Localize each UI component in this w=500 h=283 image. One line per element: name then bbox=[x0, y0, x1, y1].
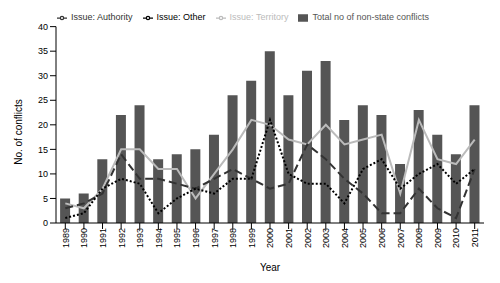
svg-text:30: 30 bbox=[38, 71, 48, 81]
svg-text:10: 10 bbox=[38, 169, 48, 179]
svg-text:1998: 1998 bbox=[228, 228, 238, 248]
svg-text:No. of conflicts: No. of conflicts bbox=[13, 99, 24, 165]
svg-text:40: 40 bbox=[38, 22, 48, 32]
svg-text:2008: 2008 bbox=[414, 228, 424, 248]
svg-text:1989: 1989 bbox=[61, 228, 71, 248]
svg-text:1996: 1996 bbox=[191, 228, 201, 248]
svg-text:2002: 2002 bbox=[303, 228, 313, 248]
svg-text:1993: 1993 bbox=[135, 228, 145, 248]
svg-text:1994: 1994 bbox=[154, 228, 164, 248]
svg-text:2009: 2009 bbox=[433, 228, 443, 248]
svg-text:15: 15 bbox=[38, 145, 48, 155]
html-text:Issue: Territory: Issue: Territory bbox=[229, 12, 289, 22]
svg-text:2003: 2003 bbox=[321, 228, 331, 248]
svg-text:1991: 1991 bbox=[98, 228, 108, 248]
html-text:Issue: Authority: Issue: Authority bbox=[71, 12, 133, 22]
svg-text:2007: 2007 bbox=[396, 228, 406, 248]
svg-text:20: 20 bbox=[38, 120, 48, 130]
html-text:Total no of non-state conflict: Total no of non-state conflicts bbox=[312, 12, 429, 22]
svg-text:5: 5 bbox=[43, 194, 48, 204]
svg-text:2004: 2004 bbox=[340, 228, 350, 248]
svg-text:2001: 2001 bbox=[284, 228, 294, 248]
svg-text:35: 35 bbox=[38, 46, 48, 56]
svg-text:Year: Year bbox=[260, 262, 281, 273]
svg-text:2000: 2000 bbox=[265, 228, 275, 248]
svg-text:1995: 1995 bbox=[172, 228, 182, 248]
svg-text:1990: 1990 bbox=[79, 228, 89, 248]
svg-text:2006: 2006 bbox=[377, 228, 387, 248]
svg-text:2005: 2005 bbox=[358, 228, 368, 248]
svg-text:2011: 2011 bbox=[470, 228, 480, 247]
html-text:Issue: Other: Issue: Other bbox=[156, 12, 206, 22]
svg-text:25: 25 bbox=[38, 95, 48, 105]
svg-text:2010: 2010 bbox=[451, 228, 461, 248]
svg-text:1999: 1999 bbox=[247, 228, 257, 248]
svg-text:1992: 1992 bbox=[117, 228, 127, 248]
svg-text:1997: 1997 bbox=[210, 228, 220, 248]
svg-text:0: 0 bbox=[43, 218, 48, 228]
